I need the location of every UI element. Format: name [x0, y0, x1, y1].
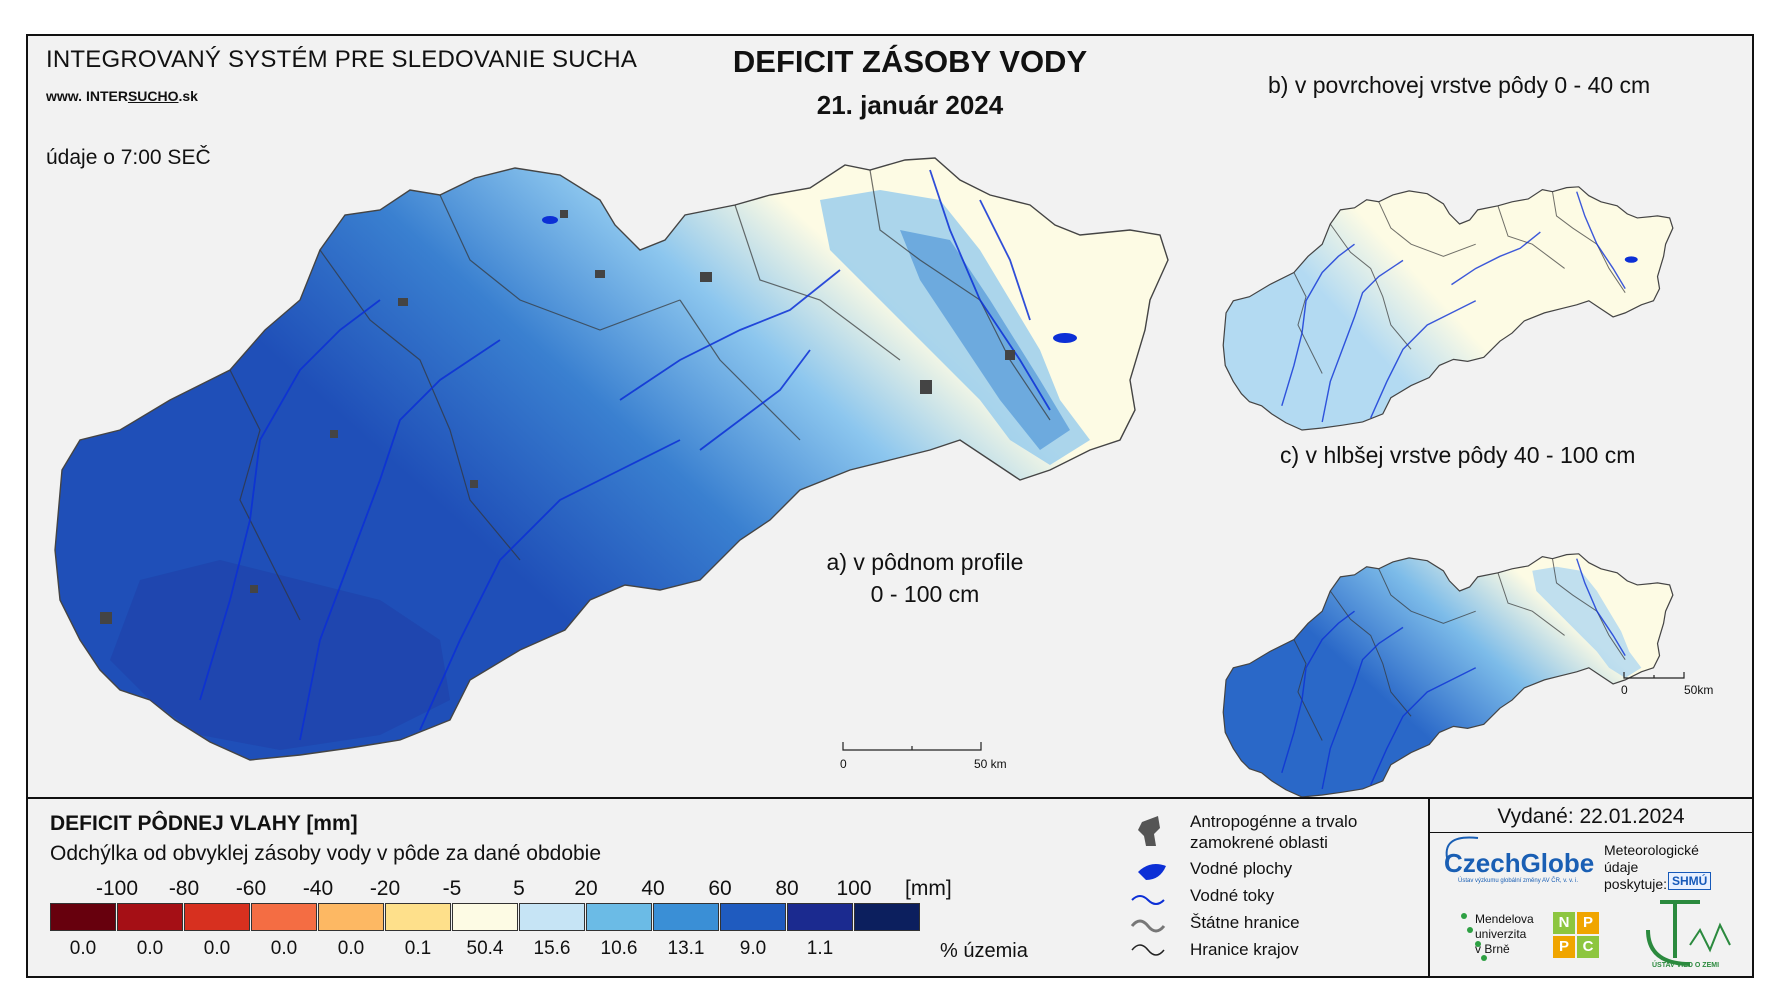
colorbar-percent-4: 0.0 [337, 938, 365, 959]
page-date: 21. január 2024 [816, 90, 1004, 120]
colorbar-class-5 [385, 903, 451, 931]
scale-main-start: 0 [840, 757, 847, 771]
scale-bar-small [1623, 672, 1685, 679]
legend-vertical-divider [1428, 797, 1430, 976]
colorbar-class-11 [787, 903, 853, 931]
czechglobe-logo: CzechGlobe [1444, 848, 1595, 878]
nppc-cell-c: C [1577, 936, 1599, 958]
colorbar-tick-2: -60 [235, 877, 267, 900]
map-b-label: b) v povrchovej vrstve pôdy 0 - 40 cm [1268, 72, 1651, 98]
colorbar-class-2 [184, 903, 250, 931]
scale-small-end: 50km [1684, 683, 1714, 697]
map-c [1222, 553, 1674, 798]
rivers-label: Vodné toky [1190, 886, 1275, 905]
anthropogenic-label-line1: Antropogénne a trvalo [1190, 812, 1358, 831]
time-note: údaje o 7:00 SEČ [46, 146, 211, 169]
shmu-logo: SHMÚ [1668, 872, 1712, 890]
anthropogenic-symbol [1138, 816, 1160, 846]
issued-divider [1430, 832, 1752, 833]
colorbar-tick-10: 80 [775, 877, 799, 900]
meteo-line3: poskytuje: [1604, 876, 1668, 892]
water-body-symbol [1138, 864, 1166, 880]
scale-bar-main [842, 742, 982, 751]
colorbar-class-10 [720, 903, 786, 931]
mendel-line3: v Brně [1475, 942, 1510, 956]
legend-symbols [1130, 816, 1166, 956]
colorbar-tick-1: -80 [168, 877, 200, 900]
state-border-symbol [1130, 919, 1166, 933]
legend-divider [26, 797, 1752, 799]
colorbar-class-0 [50, 903, 116, 931]
legend-title: DEFICIT PÔDNEJ VLAHY [mm] [50, 812, 358, 835]
map-a-label: a) v pôdnom profile 0 - 100 cm [775, 546, 1075, 610]
nppc-cell-n: N [1553, 912, 1575, 934]
issued-date: Vydané: 22.01.2024 [1497, 805, 1685, 828]
map-b [1222, 186, 1674, 431]
colorbar-tick-7: 20 [574, 877, 598, 900]
scale-main-end: 50 km [974, 757, 1007, 771]
map-a [54, 157, 1169, 761]
colorbar-tick-11: 100 [836, 877, 872, 900]
meteo-provider-note: Meteorologické údaje poskytuje: [1604, 842, 1699, 893]
colorbar-percent-8: 10.6 [600, 938, 638, 959]
meteo-line1: Meteorologické [1604, 842, 1699, 858]
meteo-line2: údaje [1604, 859, 1639, 875]
nppc-cell-p1: P [1577, 912, 1599, 934]
website-prefix: www. [46, 88, 86, 104]
mendel-line1: Mendelova [1475, 912, 1534, 926]
colorbar-percent-3: 0.0 [270, 938, 298, 959]
anthropogenic-label-line2: zamokrené oblasti [1190, 833, 1328, 852]
colorbar-tick-4: -20 [369, 877, 401, 900]
logos [1445, 836, 1731, 966]
colorbar-unit: [mm] [905, 877, 952, 900]
region-border-symbol [1131, 944, 1165, 956]
colorbar-class-9 [653, 903, 719, 931]
czechglobe-subtitle: Ústav výzkumu globální změny AV ČR, v. v… [1458, 878, 1579, 884]
map-a-label-line1: a) v pôdnom profile [826, 549, 1024, 575]
system-title: INTEGROVANÝ SYSTÉM PRE SLEDOVANIE SUCHA [46, 46, 638, 73]
colorbar-class-8 [586, 903, 652, 931]
anthropogenic-label: Antropogénne a trvalo zamokrené oblasti [1190, 811, 1357, 853]
colorbar-percent-2: 0.0 [203, 938, 231, 959]
river-symbol [1131, 895, 1165, 905]
colorbar-percent-10: 9.0 [739, 938, 767, 959]
colorbar-percent-9: 13.1 [667, 938, 705, 959]
map-a-label-line2: 0 - 100 cm [870, 581, 980, 607]
colorbar-class-3 [251, 903, 317, 931]
uvz-logo-text: ÚSTAV VIED O ZEMI [1652, 962, 1720, 969]
colorbar-tick-6: 5 [513, 877, 525, 900]
legend-subtitle: Odchýlka od obvyklej zásoby vody v pôde … [50, 842, 602, 865]
colorbar-percent-7: 15.6 [533, 938, 571, 959]
state-border-label: Štátne hranice [1190, 913, 1300, 932]
mendel-line2: univerzita [1475, 927, 1527, 941]
colorbar-tick-8: 40 [641, 877, 665, 900]
water-bodies-label: Vodné plochy [1190, 859, 1293, 878]
percent-unit: % územia [940, 940, 1028, 962]
scale-small-start: 0 [1621, 683, 1628, 697]
website-suffix: .sk [178, 88, 198, 104]
page-title: DEFICIT ZÁSOBY VODY [732, 44, 1088, 79]
colorbar-percent-11: 1.1 [806, 938, 834, 959]
region-border-label: Hranice krajov [1190, 940, 1299, 959]
colorbar-tick-9: 60 [708, 877, 732, 900]
colorbar-percent-0: 0.0 [69, 938, 97, 959]
colorbar-class-6 [452, 903, 518, 931]
colorbar-percent-1: 0.0 [136, 938, 164, 959]
website-inter: INTER [85, 88, 128, 104]
colorbar-percent-5: 0.1 [404, 938, 432, 959]
nppc-cell-p2: P [1553, 936, 1575, 958]
colorbar-percent-6: 50.4 [466, 938, 504, 959]
website-link[interactable]: www. INTERSUCHO.sk [46, 88, 198, 104]
colorbar-class-4 [318, 903, 384, 931]
colorbar-tick-3: -40 [302, 877, 334, 900]
colorbar-class-1 [117, 903, 183, 931]
mendel-logo: Mendelova univerzita v Brně [1475, 912, 1534, 957]
colorbar-class-12 [854, 903, 920, 931]
colorbar-tick-5: -5 [442, 877, 462, 900]
colorbar-tick-0: -100 [95, 877, 139, 900]
colorbar-class-7 [519, 903, 585, 931]
map-c-label: c) v hlbšej vrstve pôdy 40 - 100 cm [1280, 442, 1636, 468]
website-sucho: SUCHO [127, 88, 179, 104]
